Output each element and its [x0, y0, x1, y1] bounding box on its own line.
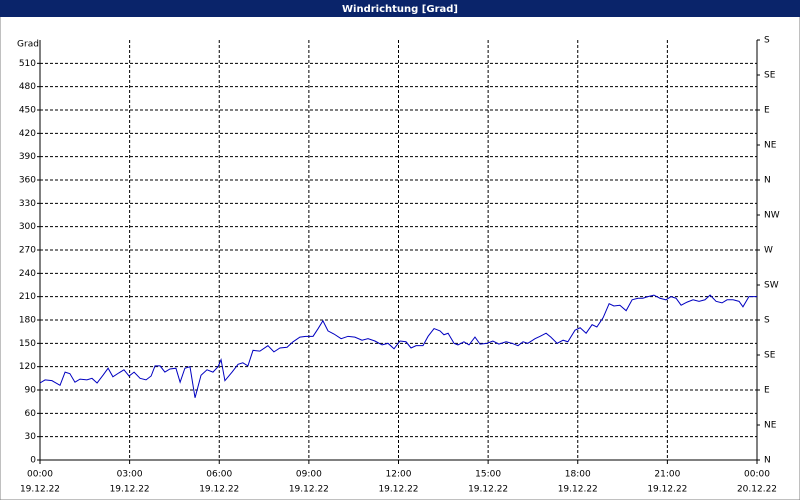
x-tick-date: 20.12.22	[737, 485, 777, 495]
y-tick-label: 270	[19, 246, 36, 256]
y2-tick-label: N	[764, 176, 771, 186]
y-tick-label: 420	[19, 129, 36, 139]
y2-tick-label: N	[764, 456, 771, 466]
x-tick-date: 19.12.22	[20, 485, 60, 495]
y2-tick-label: NE	[764, 141, 777, 151]
y2-tick-label: S	[764, 316, 770, 326]
x-tick-date: 19.12.22	[199, 485, 239, 495]
x-tick-label: 21:00	[654, 470, 680, 480]
y-tick-label: 510	[19, 59, 36, 69]
y2-tick-label: S	[764, 36, 770, 46]
data-line	[39, 294, 757, 398]
x-tick-label: 03:00	[117, 470, 143, 480]
y-tick-label: 390	[19, 152, 36, 162]
title-bar	[0, 0, 800, 17]
x-tick-label: 00:00	[744, 470, 770, 480]
y-tick-label: 240	[19, 269, 36, 279]
y2-tick-label: E	[764, 386, 770, 396]
window-title: Windrichtung [Grad]	[342, 4, 458, 15]
x-tick-label: 12:00	[386, 470, 412, 480]
y-tick-label: 210	[19, 292, 36, 302]
x-tick-date: 19.12.22	[110, 485, 150, 495]
y2-tick-label: NW	[764, 211, 780, 221]
y-axis-label: Grad	[17, 40, 39, 50]
x-tick-label: 06:00	[206, 470, 232, 480]
y-tick-label: 450	[19, 106, 36, 116]
x-tick-label: 00:00	[27, 470, 53, 480]
y-tick-label: 300	[19, 222, 36, 232]
y2-tick-label: E	[764, 106, 770, 116]
x-tick-date: 19.12.22	[558, 485, 598, 495]
y-tick-label: 480	[19, 82, 36, 92]
y-tick-label: 360	[19, 176, 36, 186]
x-tick-date: 19.12.22	[378, 485, 418, 495]
y-tick-label: 120	[19, 362, 36, 372]
y-tick-label: 180	[19, 316, 36, 326]
y-tick-label: 60	[25, 409, 37, 419]
y-tick-label: 330	[19, 199, 36, 209]
y2-tick-label: NE	[764, 421, 777, 431]
x-tick-label: 15:00	[475, 470, 501, 480]
x-tick-date: 19.12.22	[647, 485, 687, 495]
y2-tick-label: SE	[764, 71, 776, 81]
y-tick-label: 30	[25, 432, 37, 442]
x-tick-label: 09:00	[296, 470, 322, 480]
y-tick-label: 150	[19, 339, 36, 349]
x-tick-label: 18:00	[565, 470, 591, 480]
y2-tick-label: W	[764, 246, 773, 256]
y-tick-label: 90	[25, 386, 37, 396]
y-tick-label: 0	[30, 456, 36, 466]
y2-tick-label: SW	[764, 281, 779, 291]
x-tick-date: 19.12.22	[468, 485, 508, 495]
y2-tick-label: SE	[764, 351, 776, 361]
x-tick-date: 19.12.22	[289, 485, 329, 495]
